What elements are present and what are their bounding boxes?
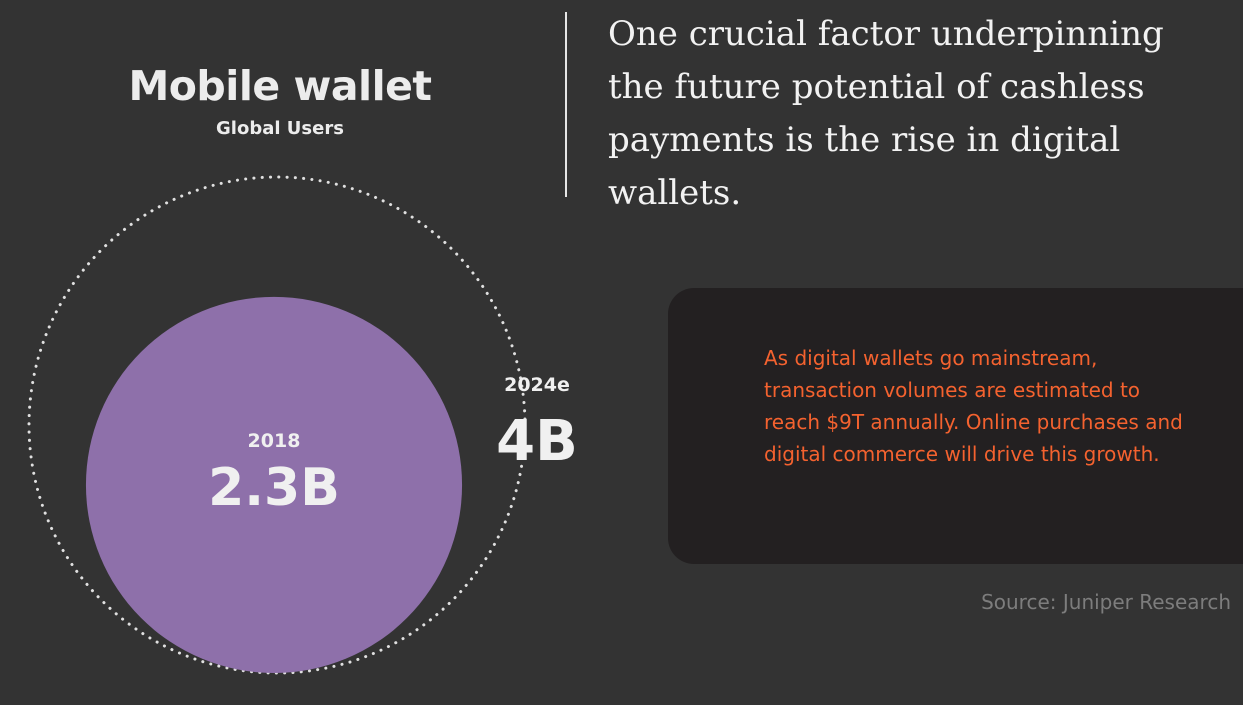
- value-label-2018: 2.3B: [208, 458, 340, 518]
- pull-quote: One crucial factor underpinning the futu…: [608, 14, 1164, 213]
- quote-divider: [565, 12, 567, 197]
- bubble-2018: [85, 296, 463, 673]
- value-label-2024e: 4B: [496, 409, 578, 474]
- chart-title: Mobile wallet: [128, 62, 432, 110]
- bubble-chart: 2018 2.3B 2024e 4B: [27, 175, 578, 675]
- chart-subtitle: Global Users: [216, 118, 344, 139]
- source-note: Source: Juniper Research: [981, 590, 1231, 614]
- bubble-2024e: [27, 175, 527, 675]
- callout-box: As digital wallets go mainstream, transa…: [668, 288, 1243, 564]
- year-label-2024e: 2024e: [504, 374, 570, 396]
- callout-text: As digital wallets go mainstream, transa…: [764, 346, 1183, 466]
- year-label-2018: 2018: [248, 430, 301, 452]
